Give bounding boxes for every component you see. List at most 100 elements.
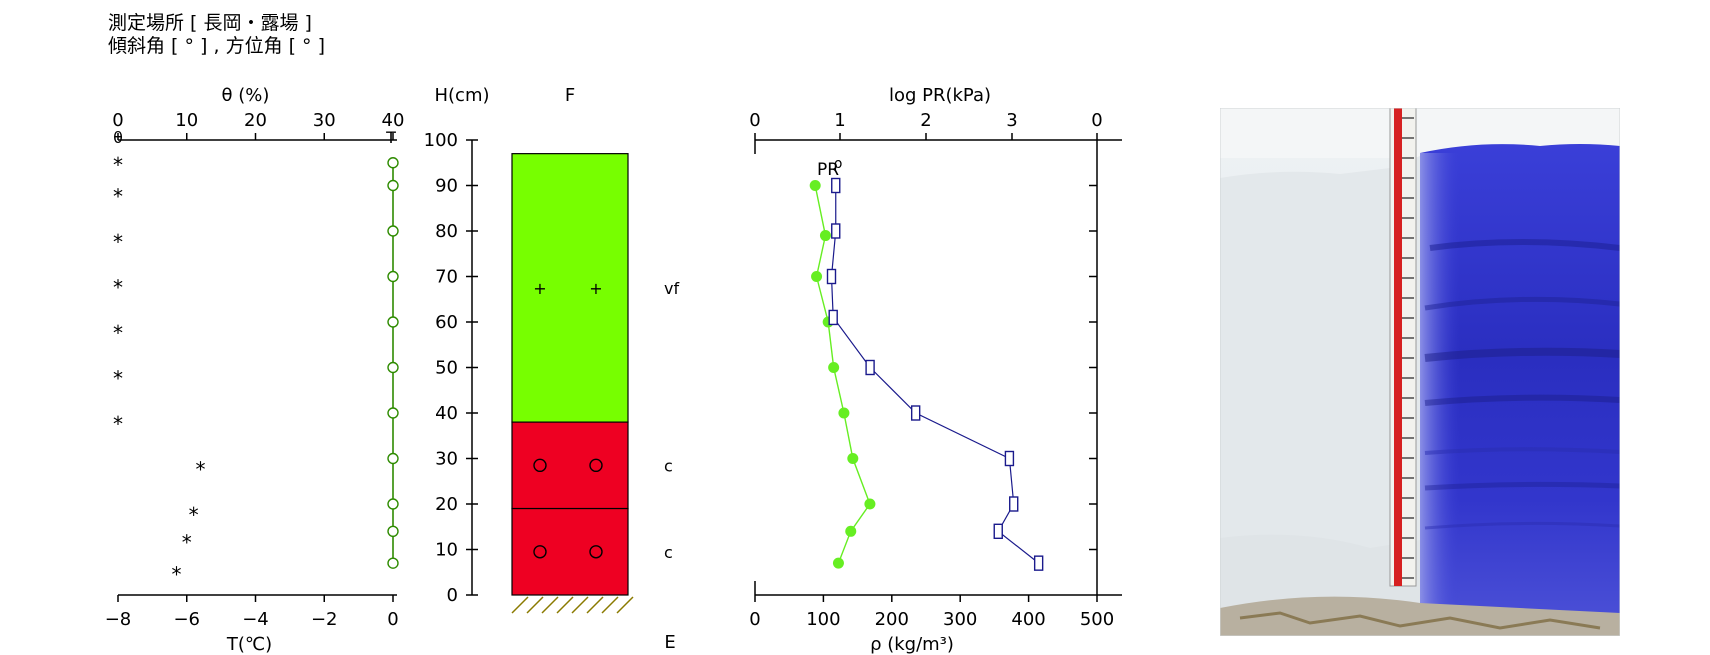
density-point (819, 230, 831, 242)
height-tick-label: 40 (435, 403, 458, 424)
temperature-point: * (113, 185, 123, 209)
log-pr-tick-label: 0 (749, 110, 760, 131)
ground-hatch (511, 596, 529, 614)
density-series-label: ρ (834, 156, 843, 172)
hardness-series-label: PR (817, 160, 839, 180)
theta-point (387, 316, 399, 328)
temperature-tick-label: −2 (311, 609, 338, 630)
temperature-corner-label: T (385, 128, 396, 147)
log-pr-tick-label: 1 (834, 110, 845, 131)
theta-tick-label: 10 (175, 110, 198, 131)
snow-layer-bar (511, 153, 629, 423)
temperature-point: * (113, 276, 123, 300)
temperature-tick-label: −4 (242, 609, 269, 630)
theta-point (387, 407, 399, 419)
height-tick-label: 100 (424, 130, 458, 151)
density-axis-label: ρ (kg/m³) (870, 634, 954, 655)
density-tick-label: 500 (1080, 609, 1114, 630)
snow-pit-photo-image (1220, 108, 1620, 636)
density-point (828, 362, 840, 373)
density-series-line (814, 185, 871, 564)
grain-size-label: c (664, 543, 673, 562)
angle-line: 傾斜角 [ ° ] , 方位角 [ ° ] (108, 35, 326, 57)
ground-hatch (586, 596, 604, 614)
temperature-point: * (113, 412, 123, 436)
log-pr-tick-label: 2 (920, 110, 931, 131)
theta-point (387, 498, 399, 510)
density-tick-label: 100 (806, 609, 840, 630)
theta-tick-label: 30 (313, 110, 336, 131)
ground-hatch (601, 596, 619, 614)
density-tick-label: 0 (749, 609, 760, 630)
density-point (832, 557, 844, 569)
hardness-series-line (830, 185, 1040, 564)
theta-tick-label: 0 (112, 110, 123, 131)
theta-point (387, 452, 399, 465)
height-tick-label: 90 (435, 176, 458, 197)
grain-size-label: c (664, 456, 673, 475)
theta-point (387, 157, 399, 169)
theta-point (387, 557, 399, 569)
grain-symbol (589, 545, 603, 559)
snow-layer-bar (511, 421, 629, 510)
temperature-point: * (189, 503, 199, 527)
density-point (811, 271, 823, 282)
temperature-point: * (113, 230, 123, 254)
temperature-point: * (113, 153, 123, 177)
height-tick-label: 30 (435, 449, 458, 470)
ground-hatch (541, 596, 559, 614)
temperature-point: * (196, 458, 206, 482)
ground-hatch (571, 596, 589, 614)
density-point (838, 407, 850, 419)
layer-chart-title: F (565, 85, 575, 106)
grain-symbol (533, 458, 547, 473)
theta-corner-label: θ (113, 128, 123, 147)
hardness-point (826, 268, 837, 285)
temperature-point: * (113, 321, 123, 345)
height-tick-label: 70 (435, 267, 458, 288)
temperature-tick-label: −8 (105, 609, 132, 630)
location-line: 測定場所 [ 長岡・露場 ] (108, 12, 312, 34)
hardness-point (865, 359, 875, 376)
theta-point (387, 179, 399, 192)
ground-hatch (616, 596, 634, 614)
log-pr-axis-label: log PR(kPa) (889, 85, 991, 106)
snow-layer-chart: 0 10 20 30 40 50 60 70 80 90 100 H(cm) F + + vf c c E (424, 85, 680, 653)
height-tick-label: 10 (435, 540, 458, 561)
hardness-point (993, 523, 1003, 539)
grain-size-label: vf (664, 279, 679, 298)
temperature-point: * (182, 530, 192, 554)
density-point (847, 453, 859, 464)
ground-hatch (556, 596, 574, 614)
ground-label: E (664, 632, 675, 653)
snow-pit-photo (1220, 108, 1620, 636)
density-point (864, 498, 876, 510)
hardness-point (831, 177, 841, 194)
log-pr-tick-label: 3 (1006, 110, 1017, 131)
height-axis-label: H(cm) (434, 85, 489, 106)
temperature-axis-label: T(℃) (226, 634, 272, 655)
ground-hatch (526, 596, 544, 614)
hardness-point (1009, 496, 1019, 512)
height-tick-label: 50 (435, 358, 458, 379)
theta-point (387, 525, 399, 537)
theta-axis-label: θ (%) (222, 85, 270, 106)
theta-tick-label: 40 (382, 110, 405, 131)
density-tick-label: 200 (875, 609, 909, 630)
grain-symbol (533, 545, 547, 559)
density-hardness-chart: 0 1 2 3 0 log PR(kPa) 0 100 200 300 400 500 ρ (kg/m³… (749, 85, 1122, 655)
theta-tick-label: 20 (244, 110, 267, 131)
height-tick-label: 0 (447, 585, 458, 606)
height-tick-label: 60 (435, 312, 458, 333)
temperature-point: * (171, 562, 181, 586)
temperature-point: * (113, 367, 123, 391)
snow-layer-bar (511, 507, 629, 596)
theta-point (387, 361, 399, 374)
theta-point (387, 270, 399, 283)
density-point (809, 180, 821, 191)
density-tick-label: 300 (943, 609, 977, 630)
density-tick-label: 400 (1011, 609, 1045, 630)
grain-symbol: + (533, 279, 546, 298)
temperature-tick-label: −6 (173, 609, 200, 630)
